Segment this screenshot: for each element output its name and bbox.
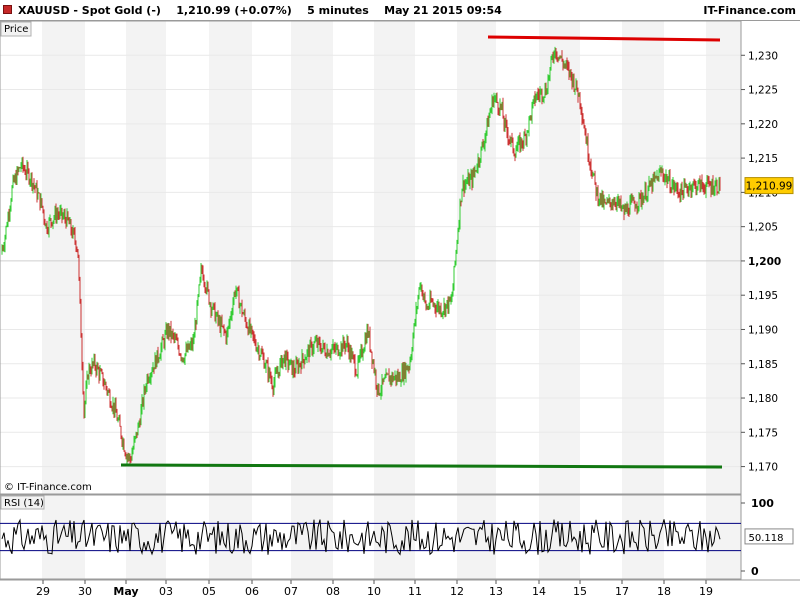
x-tick-label: 14: [532, 585, 546, 598]
x-tick-label: 08: [326, 585, 340, 598]
day-band: [622, 21, 664, 579]
last-price-tag-box: [744, 177, 794, 195]
last-price: 1,210.99: [176, 4, 231, 17]
resistance-line: [487, 35, 721, 42]
x-tick-label: May: [113, 585, 138, 598]
symbol-name: XAUUSD - Spot Gold (-): [18, 4, 161, 17]
instrument-icon: [3, 5, 12, 14]
support-line: [120, 463, 723, 469]
watermark: © IT-Finance.com: [4, 482, 92, 493]
last-price-tag-label: 1,210.99: [746, 181, 793, 193]
day-band: [539, 21, 580, 579]
rsi-y-axis: 0 100: [741, 497, 774, 578]
x-tick-label: 29: [36, 585, 50, 598]
price-tick-label: 1,180: [748, 393, 778, 405]
price-tick-label: 1,225: [748, 85, 778, 97]
x-tick-label: 07: [284, 585, 298, 598]
price-candles: [1, 46, 721, 465]
x-tick-label: 12: [450, 585, 464, 598]
price-tick-label: 1,170: [748, 462, 778, 474]
price-tick-label: 1,205: [748, 222, 778, 234]
price-change: (+0.07%): [234, 4, 292, 17]
price-tick-label: 1,185: [748, 359, 778, 371]
day-bands: [42, 21, 741, 579]
day-band: [291, 21, 333, 579]
day-band: [209, 21, 252, 579]
day-band: [42, 21, 85, 579]
x-tick-label: 13: [489, 585, 503, 598]
price-panel-label-box: [0, 21, 32, 37]
rsi-panel-label-box: [0, 495, 45, 510]
x-tick-label: 11: [408, 585, 422, 598]
x-tick-label: 19: [699, 585, 713, 598]
price-panel-label: Price: [4, 24, 28, 35]
day-band: [126, 21, 166, 579]
rsi-tick-label: 0: [751, 565, 759, 578]
price-tick-label: 1,230: [748, 50, 778, 62]
price-y-axis: 1,170 1,175 1,180 1,185 1,190 1,195 1,200 1,205…: [741, 50, 781, 474]
price-tick-label: 1,190: [748, 324, 778, 336]
chart-header-bar: XAUUSD - Spot Gold (-) 1,210.99 (+0.07%)…: [0, 0, 800, 21]
price-tick-label: 1,195: [748, 290, 778, 302]
x-tick-label: 17: [615, 585, 629, 598]
x-tick-label: 18: [657, 585, 671, 598]
x-axis: 29 30 May 03 05 06 07 08 10 11 12 13 14 15 17 18 19: [36, 580, 713, 598]
x-tick-label: 15: [573, 585, 587, 598]
timestamp: May 21 2015 09:54: [384, 4, 502, 17]
rsi-line: [1, 518, 721, 556]
rsi-last-tag: 50.118: [744, 528, 794, 545]
price-tick-label: 1,175: [748, 427, 778, 439]
x-tick-label: 30: [78, 585, 92, 598]
price-tick-label: 1,200: [748, 256, 781, 268]
rsi-last-tag-label: 50.118: [749, 533, 784, 544]
price-tick-label: 1,220: [748, 119, 778, 131]
price-tick-label: 1,215: [748, 153, 778, 165]
interval: 5 minutes: [307, 4, 369, 17]
brand-name: IT-Finance.com: [703, 4, 796, 17]
last-price-tag: 1,210.99: [744, 177, 794, 195]
day-band: [706, 21, 741, 579]
x-tick-label: 06: [245, 585, 259, 598]
rsi-last-tag-box: [744, 528, 794, 545]
x-tick-label: 10: [367, 585, 381, 598]
x-tick-label: 03: [159, 585, 173, 598]
rsi-tick-label: 100: [751, 497, 774, 510]
rsi-panel-label: RSI (14): [4, 498, 44, 509]
header-title: XAUUSD - Spot Gold (-) 1,210.99 (+0.07%)…: [18, 4, 502, 17]
day-band: [374, 21, 415, 579]
rsi-levels: [0, 522, 741, 552]
x-tick-label: 05: [202, 585, 216, 598]
